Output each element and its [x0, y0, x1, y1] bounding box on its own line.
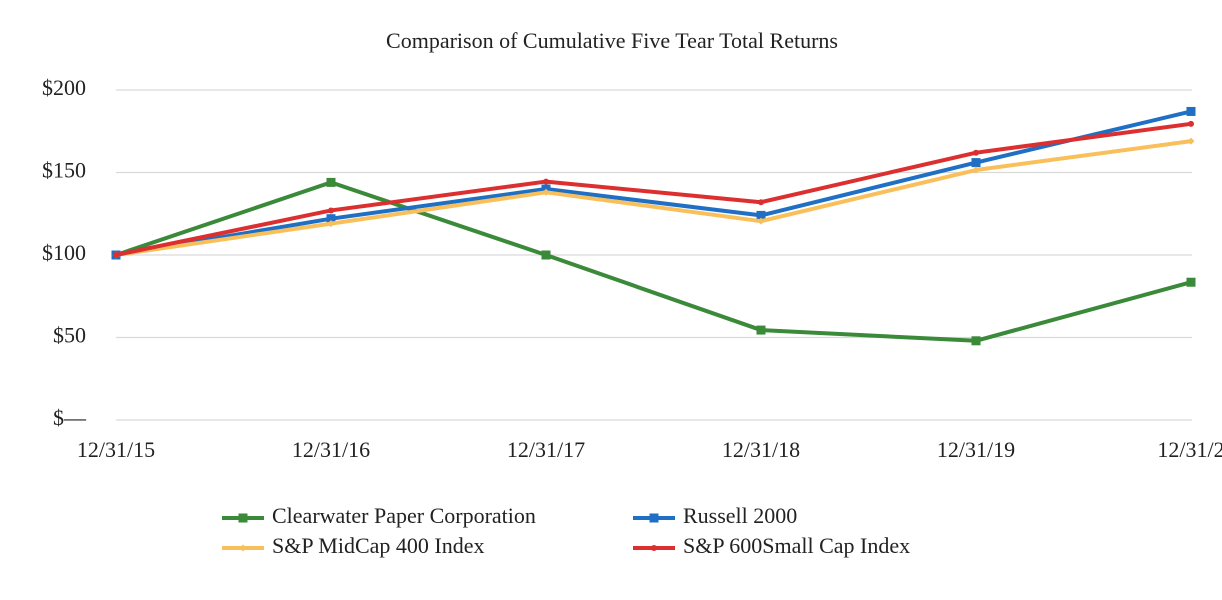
data-point [756, 210, 766, 220]
x-tick-label: 12/31/16 [292, 437, 370, 462]
legend-label: Russell 2000 [683, 503, 797, 528]
data-point [1186, 106, 1196, 116]
legend-label: S&P 600Small Cap Index [683, 533, 910, 558]
data-point [971, 336, 981, 346]
data-point [541, 250, 551, 260]
legend-label: Clearwater Paper Corporation [272, 503, 536, 528]
x-tick-label: 12/31/2 [1157, 437, 1222, 462]
data-point [756, 325, 766, 335]
data-point [326, 214, 336, 224]
y-tick-label: $200 [42, 75, 86, 100]
data-point [971, 158, 981, 168]
data-point [1187, 137, 1195, 145]
x-tick-label: 12/31/15 [77, 437, 155, 462]
y-tick-label: $50 [53, 323, 86, 348]
x-tick-label: 12/31/17 [507, 437, 585, 462]
data-point [757, 217, 765, 225]
y-tick-label: $150 [42, 158, 86, 183]
y-tick-label: $— [53, 405, 87, 430]
data-point [113, 252, 119, 258]
legend-marker [239, 544, 247, 552]
series-line [115, 180, 1192, 343]
data-point [1186, 277, 1196, 287]
data-point [326, 177, 336, 187]
data-point [543, 178, 549, 185]
data-point [542, 188, 550, 196]
x-tick-label: 12/31/18 [722, 437, 800, 462]
data-point [327, 220, 335, 228]
legend-label: S&P MidCap 400 Index [272, 533, 484, 558]
chart-title: Comparison of Cumulative Five Tear Total… [386, 28, 838, 53]
data-point [1188, 120, 1194, 127]
data-point [972, 166, 980, 174]
legend-marker [238, 513, 248, 523]
series-line [115, 121, 1192, 257]
legend-marker [649, 513, 659, 523]
data-point [758, 199, 764, 206]
data-point [973, 149, 979, 156]
series-line [115, 139, 1192, 257]
series-line [115, 109, 1192, 257]
x-tick-label: 12/31/19 [937, 437, 1015, 462]
legend-marker [651, 545, 657, 551]
data-point [328, 207, 334, 214]
y-tick-label: $100 [42, 240, 86, 265]
